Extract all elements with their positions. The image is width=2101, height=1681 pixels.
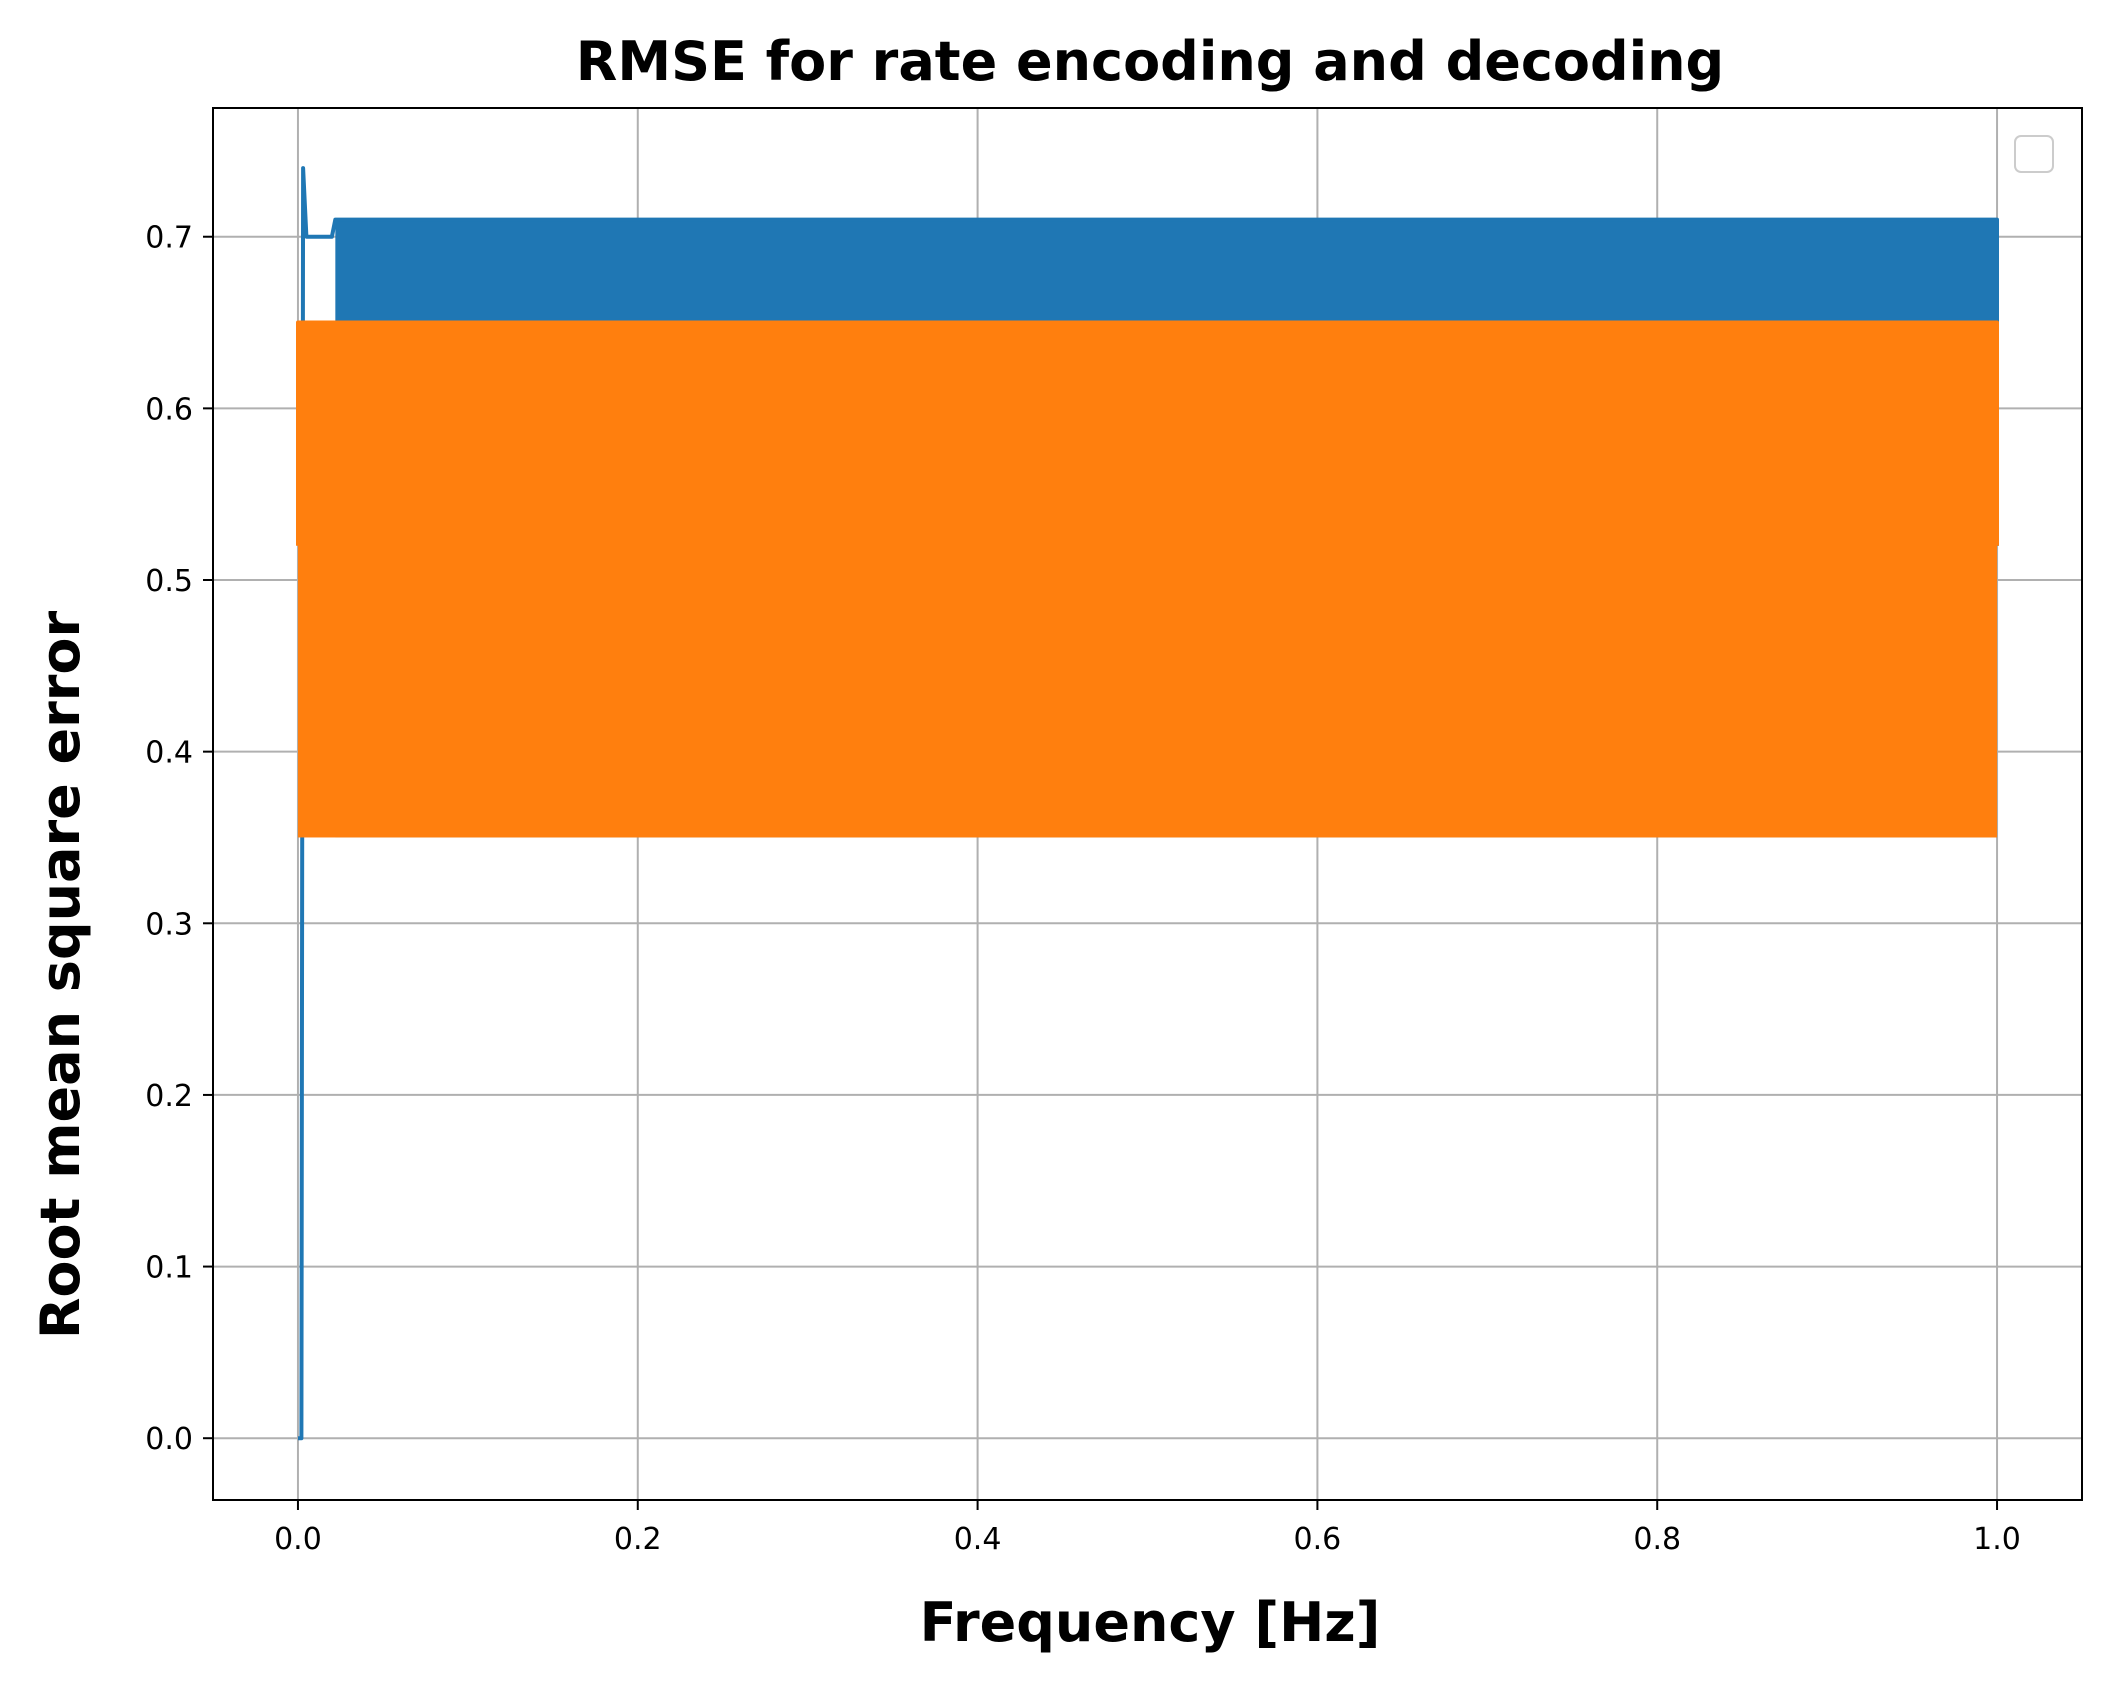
legend-box xyxy=(2014,135,2054,173)
axes-frame xyxy=(212,107,2083,1501)
x-axis-ticks: 0.0 0.2 0.4 0.6 0.8 1.0 xyxy=(274,1500,2021,1557)
series-2-band xyxy=(297,322,1998,838)
y-tick-label: 0.1 xyxy=(145,1251,193,1286)
series-2 xyxy=(296,320,1999,838)
y-tick-label: 0.0 xyxy=(145,1422,193,1457)
y-tick-label: 0.3 xyxy=(145,907,193,942)
y-tick-label: 0.4 xyxy=(145,736,193,771)
chart-title: RMSE for rate encoding and decoding xyxy=(576,30,1724,93)
series-2-line xyxy=(296,320,1999,546)
y-tick-label: 0.7 xyxy=(145,221,193,256)
plot-series xyxy=(296,166,1999,1441)
series-1-line xyxy=(298,166,1999,1441)
y-axis-ticks: 0.0 0.1 0.2 0.3 0.4 0.5 0.6 0.7 xyxy=(145,221,213,1457)
y-tick-label: 0.6 xyxy=(145,392,193,427)
x-axis-label: Frequency [Hz] xyxy=(920,1591,1381,1654)
x-tick-label: 0.8 xyxy=(1633,1522,1681,1557)
x-tick-label: 1.0 xyxy=(1973,1522,2021,1557)
x-tick-label: 0.6 xyxy=(1294,1522,1342,1557)
x-tick-label: 0.2 xyxy=(614,1522,662,1557)
y-tick-label: 0.5 xyxy=(145,564,193,599)
y-axis-label: Root mean square error xyxy=(29,610,92,1339)
x-tick-label: 0.0 xyxy=(274,1522,322,1557)
x-tick-label: 0.4 xyxy=(954,1522,1002,1557)
y-tick-label: 0.2 xyxy=(145,1079,193,1114)
